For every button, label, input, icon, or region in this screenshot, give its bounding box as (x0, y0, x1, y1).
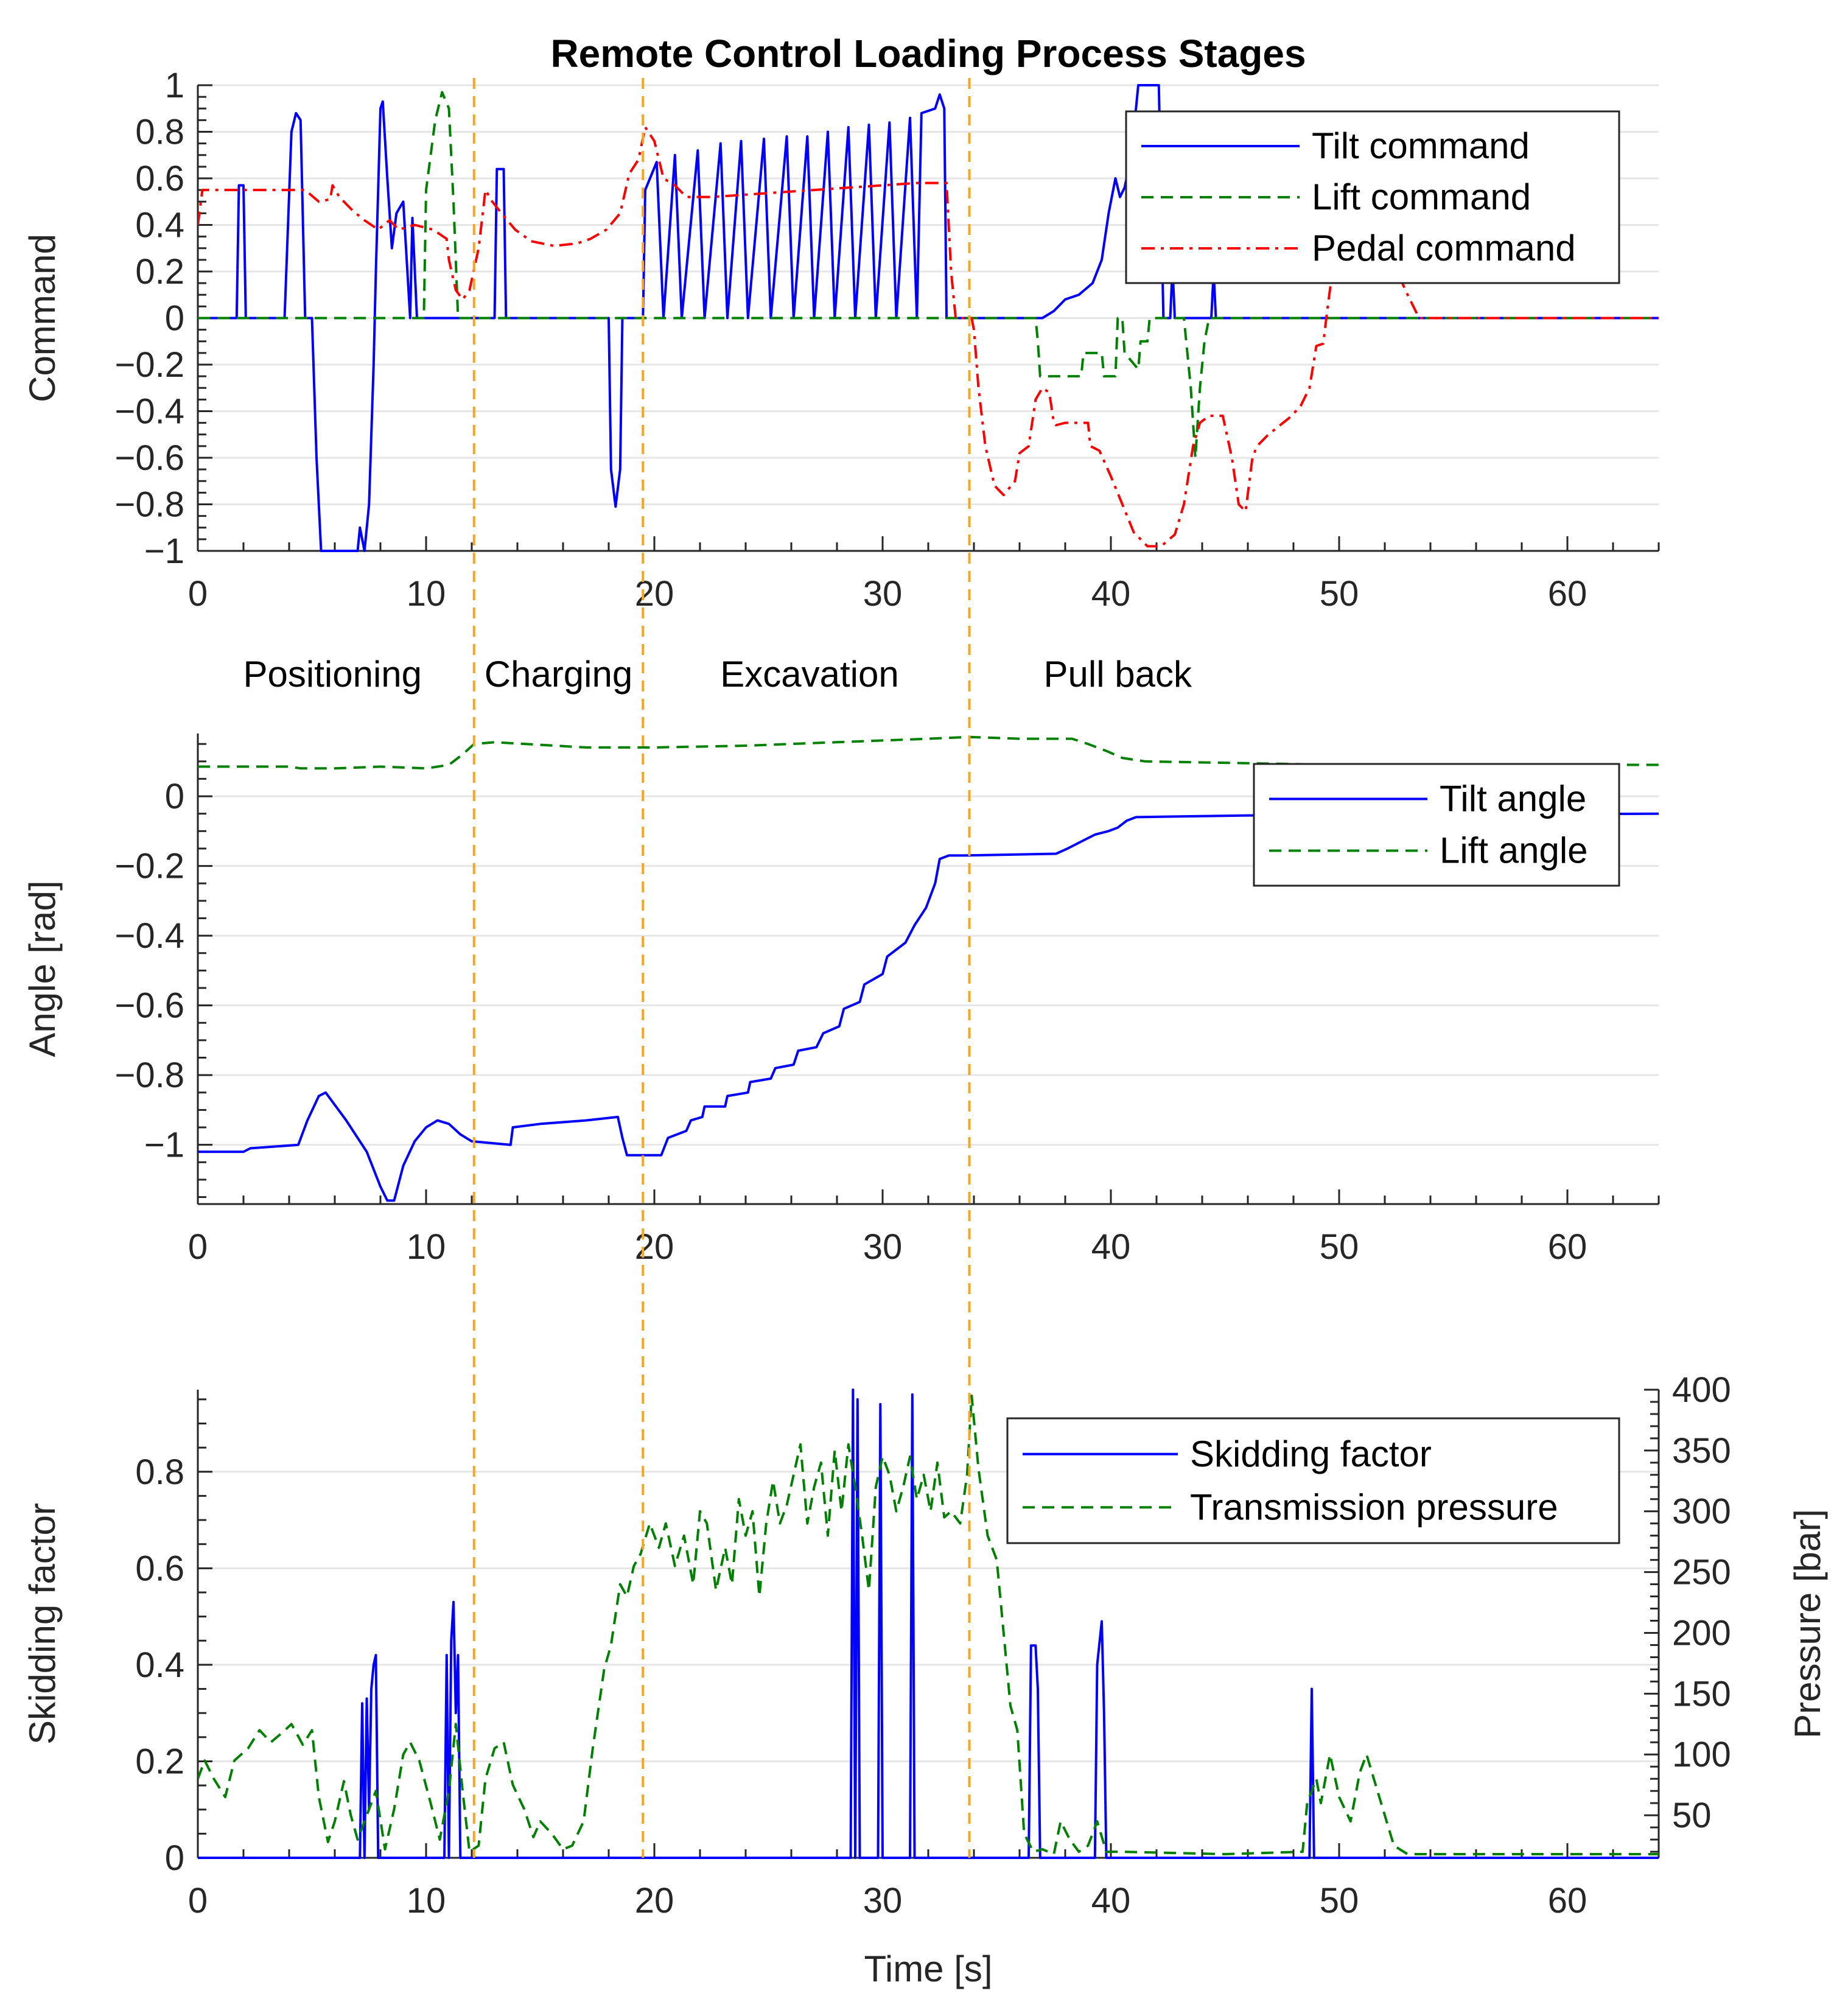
y-axis-label: Command (22, 234, 63, 402)
y-tick-label: 0.6 (135, 1549, 184, 1588)
y-right-tick-label: 400 (1672, 1370, 1731, 1410)
y-right-tick-label: 50 (1672, 1796, 1712, 1835)
y-tick-label: 0 (165, 1838, 184, 1878)
legend: Tilt command Lift command Pedal command (1125, 110, 1620, 284)
y-tick-label: 0 (165, 777, 184, 816)
x-tick-label: 30 (863, 1227, 903, 1267)
legend-entry: Tilt command (1312, 125, 1530, 166)
legend-entry: Pedal command (1312, 228, 1576, 268)
stage-label: Charging (485, 654, 633, 695)
y-tick-label: −0.8 (115, 485, 185, 525)
x-tick-label: 30 (863, 1881, 903, 1921)
y-tick-label: −0.4 (115, 392, 185, 432)
x-tick-label: 40 (1091, 1881, 1131, 1921)
y-axis-right-label: Pressure [bar] (1787, 1509, 1828, 1739)
y-tick-label: −0.2 (115, 847, 185, 886)
legend: Skidding factor Transmission pressure (1006, 1417, 1620, 1544)
y-tick-label: −0.4 (115, 916, 185, 956)
y-tick-label: −0.2 (115, 345, 185, 385)
x-tick-label: 20 (635, 1227, 674, 1267)
y-tick-label: 0.8 (135, 113, 184, 152)
legend-entry: Lift command (1312, 177, 1531, 217)
panel-command: 0 10 20 30 40 50 60 −1 −0.8 −0.6 −0.4 −0.2 0 0.2 0.4 0.… (22, 66, 1660, 614)
y-right-tick-label: 250 (1672, 1553, 1731, 1592)
series-line-lift-command (198, 91, 1659, 459)
x-tick-label: 10 (407, 1881, 446, 1921)
x-tick-label: 60 (1548, 1227, 1587, 1267)
x-tick-label: 60 (1548, 574, 1587, 614)
y-tick-label: 0.4 (135, 1645, 184, 1685)
legend-entry: Skidding factor (1190, 1434, 1432, 1474)
x-tick-label: 50 (1320, 1881, 1359, 1921)
y-axis-label: Angle [rad] (22, 880, 63, 1057)
x-tick-label: 50 (1320, 1227, 1359, 1267)
stage-label: Excavation (720, 654, 899, 695)
stage-labels: Positioning Charging Excavation Pull back (243, 654, 1192, 695)
y-tick-label: −1 (144, 1126, 184, 1165)
series-line-lift-angle (198, 735, 1659, 770)
legend-entry: Transmission pressure (1190, 1486, 1558, 1527)
x-tick-label: 0 (188, 574, 208, 614)
legend-box (1006, 1417, 1620, 1544)
panel-skidding: 0 10 20 30 40 50 60 0 0.2 0.4 0.6 0.8 50 100 150 200 250… (22, 1370, 1828, 1921)
y-tick-label: −1 (144, 531, 184, 571)
x-tick-label: 0 (188, 1881, 208, 1921)
x-tick-label: 40 (1091, 1227, 1131, 1267)
y-tick-label: 0.2 (135, 1742, 184, 1781)
x-tick-label: 40 (1091, 574, 1131, 614)
y-tick-label: 0.2 (135, 252, 184, 292)
y-right-tick-label: 200 (1672, 1613, 1731, 1653)
x-tick-label: 10 (407, 1227, 446, 1267)
legend-entry: Tilt angle (1440, 779, 1586, 819)
legend-entry: Lift angle (1440, 830, 1588, 871)
series-line-tilt-command (198, 84, 1659, 552)
series-line-skidding-factor (198, 1388, 1659, 1859)
stage-label: Positioning (243, 654, 422, 695)
x-tick-label: 50 (1320, 574, 1359, 614)
y-tick-label: 0.8 (135, 1452, 184, 1492)
stage-label: Pull back (1044, 654, 1192, 695)
series-line-transmission-pressure (198, 1395, 1659, 1855)
y-right-tick-label: 150 (1672, 1674, 1731, 1714)
y-tick-label: 0.6 (135, 159, 184, 198)
panel-angle: 0 10 20 30 40 50 60 −1 −0.8 −0.6 −0.4 −0.2 0 Angle [r… (22, 734, 1660, 1267)
x-tick-label: 30 (863, 574, 903, 614)
x-tick-label: 20 (635, 1881, 674, 1921)
legend-box (1253, 763, 1620, 887)
y-right-tick-label: 100 (1672, 1735, 1731, 1774)
y-tick-label: −0.6 (115, 438, 185, 478)
y-tick-label: −0.6 (115, 986, 185, 1026)
x-axis-label: Time [s] (864, 1949, 992, 1989)
y-right-tick-label: 300 (1672, 1492, 1731, 1532)
figure-title: Remote Control Loading Process Stages (550, 32, 1306, 75)
y-tick-label: −0.8 (115, 1056, 185, 1095)
y-tick-label: 0 (165, 299, 184, 338)
legend: Tilt angle Lift angle (1253, 763, 1620, 887)
x-tick-label: 10 (407, 574, 446, 614)
x-tick-label: 60 (1548, 1881, 1587, 1921)
x-tick-label: 0 (188, 1227, 208, 1267)
x-tick-label: 20 (635, 574, 674, 614)
series-line-pedal-command (198, 125, 1659, 548)
y-axis-label: Skidding factor (22, 1503, 63, 1745)
stage-lines (472, 78, 971, 1858)
y-tick-label: 0.4 (135, 206, 184, 245)
y-tick-label: 1 (165, 66, 184, 105)
y-right-tick-label: 350 (1672, 1431, 1731, 1471)
series-line-tilt-angle (198, 812, 1659, 1202)
